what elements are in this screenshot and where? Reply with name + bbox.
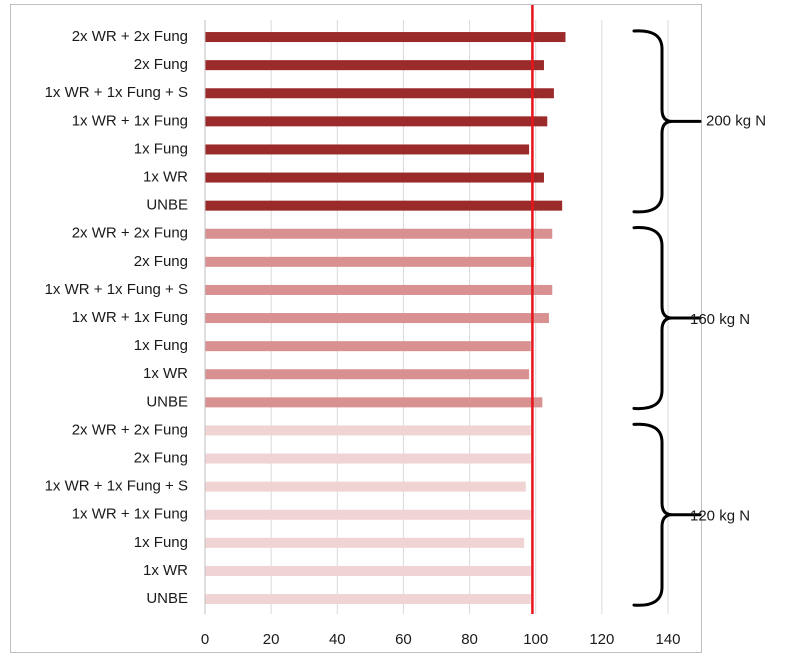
group-brace xyxy=(632,29,702,214)
category-label: 1x WR xyxy=(143,169,188,186)
x-tick-label: 40 xyxy=(329,631,346,648)
category-label: 1x WR + 1x Fung xyxy=(72,506,188,523)
bars xyxy=(205,32,566,605)
category-label: 1x WR + 1x Fung xyxy=(72,309,188,326)
category-labels: 2x WR + 2x Fung 2x Fung 1x WR + 1x Fung + … xyxy=(45,28,189,607)
category-label: 2x Fung xyxy=(134,450,188,467)
bar xyxy=(205,172,544,183)
chart-border xyxy=(10,4,702,653)
x-tick-label: 0 xyxy=(201,631,209,648)
category-label: 2x WR + 2x Fung xyxy=(72,225,188,242)
bar xyxy=(205,116,548,127)
category-label: 2x WR + 2x Fung xyxy=(72,28,188,45)
group-brace xyxy=(632,422,702,607)
bar xyxy=(205,509,531,520)
category-label: 2x WR + 2x Fung xyxy=(72,421,188,438)
bar xyxy=(205,594,531,605)
x-tick-label: 100 xyxy=(523,631,548,648)
category-label: UNBE xyxy=(146,393,188,410)
group-braces xyxy=(632,29,702,607)
bar xyxy=(205,284,553,295)
x-tick-label: 120 xyxy=(589,631,614,648)
category-label: 1x WR + 1x Fung + S xyxy=(45,281,188,298)
category-label: 1x WR xyxy=(143,365,188,382)
x-tick-labels: 0 20 40 60 80 100 120 140 xyxy=(201,631,681,648)
bar xyxy=(205,32,566,43)
group-label: 120 kg N xyxy=(690,508,750,525)
group-label: 160 kg N xyxy=(690,311,750,328)
bar xyxy=(205,313,549,324)
category-label: 2x Fung xyxy=(134,253,188,270)
bar xyxy=(205,256,535,267)
group-brace xyxy=(632,226,702,411)
group-label: 200 kg N xyxy=(706,112,766,129)
category-label: 2x Fung xyxy=(134,56,188,73)
x-tick-label: 140 xyxy=(655,631,680,648)
category-label: 1x WR + 1x Fung + S xyxy=(45,478,188,495)
x-tick-label: 20 xyxy=(263,631,280,648)
bar xyxy=(205,200,563,211)
category-label: 1x WR + 1x Fung + S xyxy=(45,84,188,101)
bar xyxy=(205,453,531,464)
category-label: UNBE xyxy=(146,197,188,214)
bar xyxy=(205,369,530,380)
group-labels: 200 kg N 160 kg N 120 kg N xyxy=(690,112,766,524)
category-label: 1x WR + 1x Fung xyxy=(72,112,188,129)
category-label: UNBE xyxy=(146,590,188,607)
x-tick-label: 80 xyxy=(461,631,478,648)
bar xyxy=(205,60,544,71)
bar xyxy=(205,228,553,239)
bar xyxy=(205,144,530,155)
category-label: 1x Fung xyxy=(134,534,188,551)
category-label: 1x Fung xyxy=(134,337,188,354)
category-label: 1x Fung xyxy=(134,140,188,157)
bar xyxy=(205,397,543,408)
bar xyxy=(205,425,531,436)
bar xyxy=(205,341,531,352)
x-tick-label: 60 xyxy=(395,631,412,648)
bar xyxy=(205,537,525,548)
category-label: 1x WR xyxy=(143,562,188,579)
bar xyxy=(205,565,531,576)
bar xyxy=(205,481,526,492)
bar xyxy=(205,88,554,99)
